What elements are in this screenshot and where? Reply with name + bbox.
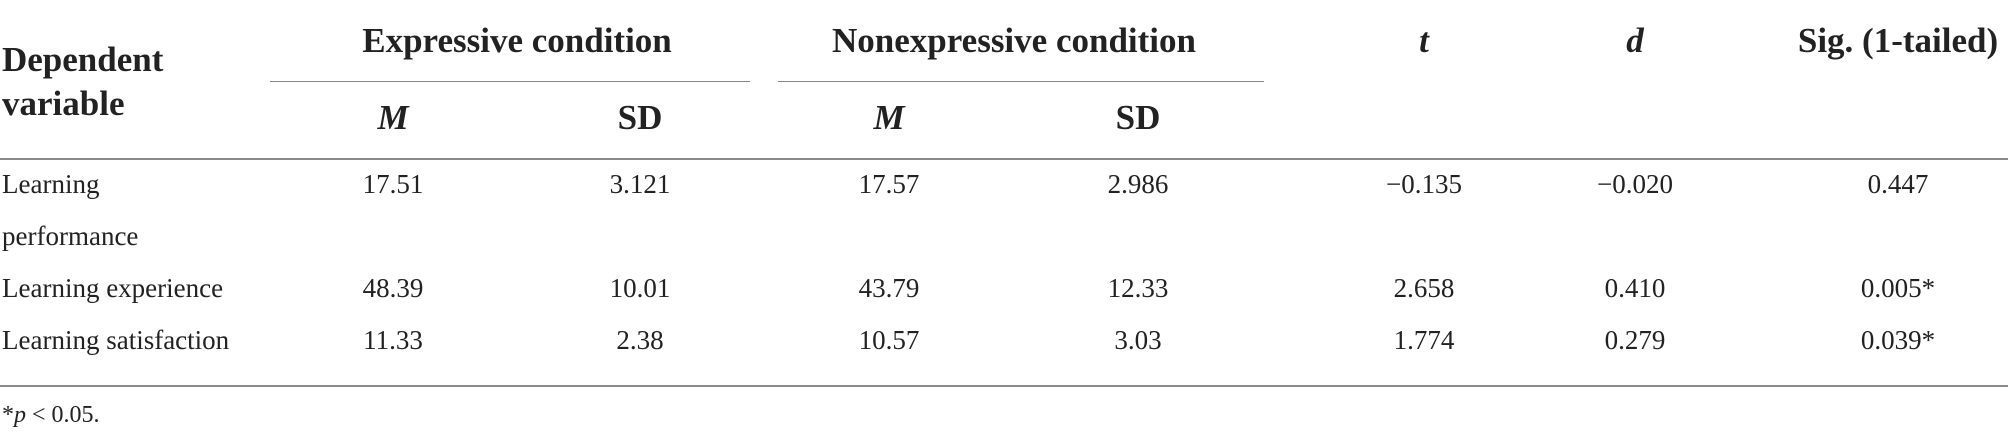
header-dependent-variable: Dependent variable [2,38,163,126]
table-footnote: *p < 0.05. [2,398,100,432]
header-nonexpressive-sd: SD [1115,98,1161,137]
footnote-text: < 0.05. [26,402,100,428]
header-dependent-variable-line1: Dependent [2,40,164,79]
row-label: Learning satisfaction [2,325,230,355]
footnote-variable: p [14,402,26,428]
cell-t: 1.774 [1393,325,1455,355]
footnote-symbol: * [2,402,14,428]
cell-nonexp-m: 43.79 [858,273,920,303]
cell-exp-m: 17.51 [362,169,424,199]
cell-t: −0.135 [1386,169,1462,199]
cell-exp-m: 48.39 [362,273,424,303]
cell-exp-sd: 3.121 [609,169,671,199]
cell-d: 0.279 [1604,325,1666,355]
header-t: t [1419,21,1429,60]
row-label-line1: Learning [2,169,100,199]
cell-nonexp-sd: 2.986 [1107,169,1169,199]
cell-d: −0.020 [1597,169,1673,199]
cell-sig: 0.039* [1860,325,1936,355]
group-rule-expressive [270,81,750,82]
header-rule [0,158,2008,160]
cell-exp-m: 11.33 [363,325,423,355]
cell-nonexp-m: 10.57 [858,325,920,355]
cell-d: 0.410 [1604,273,1666,303]
header-expressive-sd: SD [617,98,663,137]
header-dependent-variable-line2: variable [2,84,125,123]
header-group-nonexpressive: Nonexpressive condition [832,21,1196,60]
cell-nonexp-sd: 3.03 [1114,325,1162,355]
header-d: d [1626,21,1644,60]
table-bottom-rule [0,385,2008,387]
row-label: Learning experience [2,273,224,303]
header-sig: Sig. (1-tailed) [1797,21,1999,60]
cell-nonexp-sd: 12.33 [1107,273,1169,303]
cell-nonexp-m: 17.57 [858,169,920,199]
header-group-expressive: Expressive condition [362,21,672,60]
header-nonexpressive-m: M [873,98,905,137]
cell-sig: 0.447 [1867,169,1929,199]
row-label-line2: performance [2,221,139,251]
cell-t: 2.658 [1393,273,1455,303]
cell-exp-sd: 2.38 [616,325,664,355]
header-expressive-m: M [377,98,409,137]
cell-sig: 0.005* [1860,273,1936,303]
cell-exp-sd: 10.01 [609,273,671,303]
group-rule-nonexpressive [778,81,1264,82]
